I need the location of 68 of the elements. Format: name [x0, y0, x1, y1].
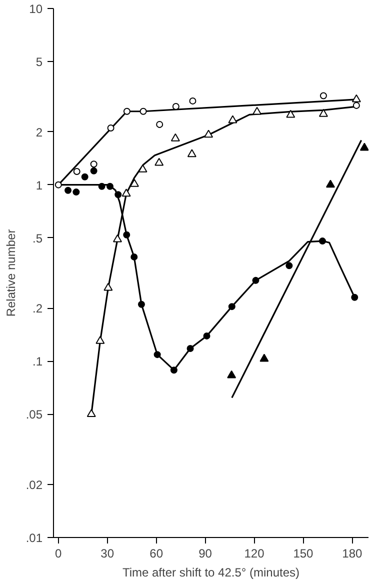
point [123, 231, 130, 238]
point [170, 366, 178, 374]
point [286, 262, 293, 270]
point [81, 173, 88, 180]
point [352, 102, 360, 109]
point [203, 332, 210, 340]
point [186, 344, 194, 352]
point [286, 110, 296, 118]
x-tick-label: 120 [244, 546, 265, 560]
point [318, 238, 326, 245]
point [123, 108, 130, 115]
point [138, 300, 145, 308]
point [320, 92, 327, 100]
y-tick-label: 10 [29, 2, 43, 16]
point [352, 94, 361, 102]
point [138, 164, 148, 172]
x-tick-label: 60 [150, 546, 164, 560]
point [54, 181, 62, 188]
y-tick-label: .2 [32, 302, 43, 316]
point [140, 108, 147, 115]
point [73, 168, 80, 176]
point [104, 282, 113, 291]
y-tick-label: 1 [36, 178, 43, 192]
x-tick-label: 0 [55, 546, 62, 560]
y-tick-label: .05 [26, 408, 43, 422]
point [72, 188, 80, 196]
point [189, 97, 196, 104]
point [156, 120, 164, 128]
point [227, 370, 236, 378]
point [86, 409, 96, 418]
point [351, 294, 358, 301]
point [318, 108, 328, 117]
point [106, 182, 114, 190]
point [260, 354, 269, 362]
x-tick-label: 180 [342, 546, 363, 560]
point [360, 142, 368, 151]
point [228, 115, 238, 124]
point [154, 351, 161, 358]
point [122, 188, 131, 197]
point [112, 234, 122, 242]
point [90, 160, 98, 168]
x-tick-label: 30 [100, 546, 114, 560]
point [130, 253, 138, 260]
x-axis-title: Time after shift to 42.5° (minutes) [122, 566, 300, 580]
x-tick-label: 150 [293, 546, 314, 560]
point [228, 303, 236, 310]
point [326, 180, 335, 188]
y-tick-label: 2 [36, 125, 43, 140]
y-axis-title: Relative number [4, 229, 18, 317]
point [98, 182, 106, 190]
y-tick-label: .5 [32, 231, 43, 246]
point [154, 158, 164, 166]
y-tick-label: .01 [26, 531, 43, 545]
point [252, 106, 262, 115]
point [96, 336, 105, 344]
point [170, 133, 180, 142]
y-tick-label: .1 [32, 354, 43, 369]
point [130, 178, 139, 187]
point [252, 276, 260, 284]
x-tick-label: 90 [198, 546, 212, 560]
y-tick-label: 5 [36, 55, 43, 70]
point [204, 130, 214, 138]
point [64, 186, 72, 194]
point [187, 149, 196, 158]
point [107, 124, 114, 132]
point [114, 191, 122, 198]
y-tick-label: .02 [26, 478, 43, 492]
point [90, 167, 98, 174]
